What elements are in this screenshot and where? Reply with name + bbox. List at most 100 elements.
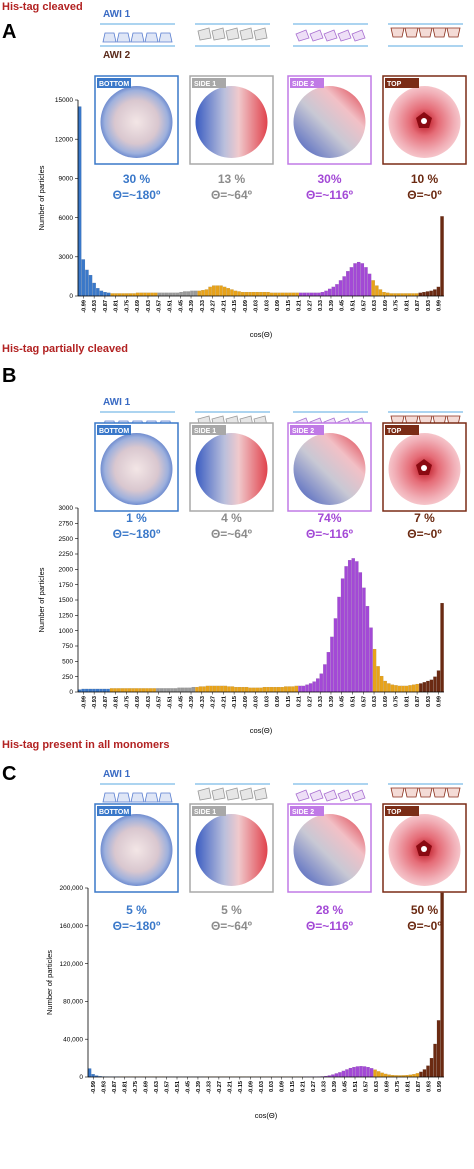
histogram-bar	[340, 578, 345, 693]
x-tick-label: 0.51	[351, 300, 357, 311]
histogram-bar	[170, 688, 174, 693]
x-tick-label: -0.39	[189, 696, 195, 709]
x-tick-label: -0.03	[259, 1081, 265, 1094]
histogram-bar	[148, 688, 153, 693]
histogram-bar	[182, 291, 187, 297]
histogram-bar	[87, 1068, 92, 1078]
x-tick-label: -0.39	[196, 1081, 202, 1094]
panel-label: SIDE 2	[292, 81, 314, 88]
x-tick-label: -0.33	[200, 696, 206, 709]
particle-glyph	[144, 792, 159, 803]
particle-glyph	[390, 27, 405, 38]
protein-surface	[195, 814, 268, 886]
particle-glyph	[102, 792, 117, 803]
histogram: 0 3000 6000 9000 12000 15000 -0.99 -0.93 -0.87 -0…	[37, 97, 444, 339]
particle-glyph	[158, 792, 173, 803]
histogram-bar	[419, 1071, 423, 1078]
y-tick-label: 15000	[55, 97, 73, 104]
theta-label: Θ=~116º	[306, 919, 354, 933]
histogram-bar	[177, 687, 181, 693]
histogram-bar	[362, 587, 366, 693]
histogram-bar	[215, 285, 220, 297]
histogram-bar	[385, 292, 390, 297]
particle-glyph	[211, 27, 226, 41]
particle-glyph	[432, 787, 447, 798]
histogram-bar	[88, 274, 93, 297]
panel-label: TOP	[387, 809, 402, 816]
particle-glyph	[225, 27, 240, 41]
x-tick-label: 0.81	[404, 696, 410, 707]
protein-surface	[100, 814, 173, 886]
histogram-bar	[233, 290, 238, 297]
histogram-bar	[141, 688, 146, 693]
histogram-bar	[319, 673, 324, 693]
histogram-bar	[378, 289, 383, 297]
particle-glyph	[390, 787, 405, 798]
x-tick-label: -0.57	[157, 696, 163, 709]
histogram-bar	[172, 292, 176, 297]
x-tick-label: -0.99	[91, 1081, 97, 1094]
particle-glyph	[337, 789, 352, 802]
particle-glyph	[446, 27, 461, 38]
histogram-bar	[237, 291, 241, 297]
percentage: 1 %	[126, 511, 147, 525]
histogram-bar	[223, 685, 228, 693]
histogram-bar	[92, 282, 96, 297]
histogram-bar	[197, 290, 202, 297]
histogram-bar	[397, 685, 402, 693]
histogram-bar	[159, 688, 164, 693]
x-tick-label: -0.93	[92, 696, 98, 709]
panel-side1: SIDE 1 13 % Θ=~64º	[189, 75, 274, 202]
y-axis-label: Number of particles	[37, 165, 46, 230]
x-tick-label: -0.09	[248, 1081, 254, 1094]
section-title: His-tag partially cleaved	[2, 343, 128, 355]
x-tick-label: -0.15	[232, 300, 238, 313]
y-tick-label: 3000	[59, 505, 74, 512]
histogram-bar	[280, 292, 285, 297]
histogram-bar	[154, 292, 158, 297]
histogram-bar	[99, 688, 103, 693]
theta-label: Θ=~180º	[113, 188, 161, 202]
panel-side1: SIDE 1 4 % Θ=~64º	[189, 422, 274, 541]
x-tick-label: 0.15	[286, 300, 292, 311]
x-tick-label: 0.57	[363, 1081, 369, 1092]
histogram-bar	[360, 263, 365, 297]
percentage: 13 %	[218, 172, 246, 186]
histogram-bar	[356, 261, 361, 297]
percentage: 5 %	[126, 903, 147, 917]
x-tick-label: 0.45	[340, 696, 346, 707]
particle-glyph	[253, 787, 268, 801]
y-tick-label: 1750	[59, 582, 74, 589]
theta-label: Θ=~116º	[306, 188, 354, 202]
percentage: 4 %	[221, 511, 242, 525]
particle-glyph	[418, 787, 433, 798]
particle-glyph	[446, 787, 461, 798]
section-a: His-tag cleaved A AWI 1 AWI 2 BOTTOM 30 % Θ=~1…	[2, 1, 467, 339]
percentage: 30 %	[123, 172, 151, 186]
particle-glyph	[432, 27, 447, 38]
particle-glyph	[116, 32, 131, 43]
histogram-bar	[313, 292, 317, 297]
theta-label: Θ=~64º	[211, 527, 253, 541]
x-tick-label: 0.21	[297, 696, 303, 707]
histogram-bar	[436, 670, 441, 693]
histogram-bar	[366, 1066, 370, 1078]
y-tick-label: 0	[69, 689, 73, 696]
histogram-bar	[277, 292, 281, 297]
x-tick-label: -0.15	[238, 1081, 244, 1094]
particle-glyph	[337, 29, 352, 42]
x-tick-label: 0.69	[383, 300, 389, 311]
y-tick-label: 750	[62, 643, 73, 650]
histogram-bar	[418, 292, 423, 297]
panel-label: SIDE 1	[194, 428, 216, 435]
histogram-bar	[426, 680, 430, 693]
section-letter: B	[2, 365, 16, 387]
y-tick-label: 1500	[59, 597, 74, 604]
y-tick-label: 6000	[59, 215, 74, 222]
histogram-bar	[211, 285, 216, 297]
histogram-bar	[81, 688, 85, 693]
percentage: 7 %	[414, 511, 435, 525]
histogram-bar	[324, 290, 328, 297]
particle-glyph	[295, 789, 310, 802]
